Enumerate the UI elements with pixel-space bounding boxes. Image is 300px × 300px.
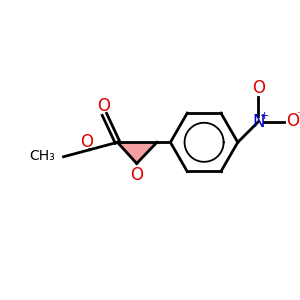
- Text: ⁻: ⁻: [296, 110, 300, 123]
- Text: O: O: [286, 112, 299, 130]
- Text: CH₃: CH₃: [29, 149, 55, 163]
- Text: O: O: [130, 166, 143, 184]
- Text: N: N: [252, 113, 265, 131]
- Text: O: O: [252, 79, 265, 97]
- Text: O: O: [80, 133, 93, 151]
- Text: O: O: [97, 97, 110, 115]
- Text: +: +: [260, 111, 270, 121]
- Polygon shape: [117, 142, 157, 164]
